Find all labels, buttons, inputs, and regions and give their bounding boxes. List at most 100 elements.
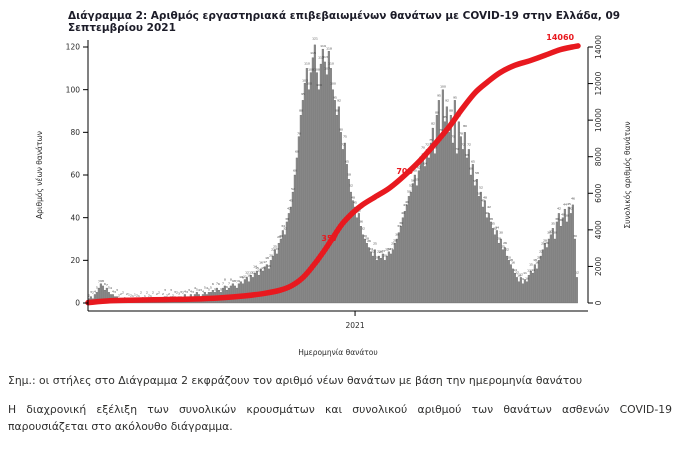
bar xyxy=(301,100,304,304)
bar-label: 30 xyxy=(553,231,557,235)
bar-label: 36 xyxy=(559,218,563,222)
bar-label: 70 xyxy=(421,145,425,149)
bar-label: 20 xyxy=(375,255,379,259)
right-tick-label: 8000 xyxy=(594,147,603,166)
bar-label: 88 xyxy=(435,110,439,114)
right-tick-label: 0 xyxy=(594,300,603,305)
bar xyxy=(327,51,330,304)
bar-label: 7 xyxy=(228,281,230,285)
bar-label: 112 xyxy=(318,56,324,60)
bar xyxy=(439,136,442,304)
bar xyxy=(309,72,312,304)
bar-label: 88 xyxy=(299,109,303,113)
bar-label: 115 xyxy=(310,51,316,55)
bar xyxy=(559,226,562,304)
bar-label: 5 xyxy=(96,286,98,290)
bar xyxy=(455,153,458,304)
bar xyxy=(369,251,372,304)
bar xyxy=(237,283,240,304)
bar-label: 92 xyxy=(337,98,341,102)
bar xyxy=(397,232,400,304)
bar xyxy=(523,279,526,304)
right-axis-title: Συνολικός αριθμός θανάτων xyxy=(623,121,632,228)
bar-label: 17 xyxy=(263,260,267,264)
bar-label: 14 xyxy=(513,268,517,272)
bar-label: 75 xyxy=(429,138,433,142)
bar xyxy=(257,275,260,304)
bar-label: 12 xyxy=(515,271,519,275)
bar-label: 95 xyxy=(333,95,337,99)
bar-label: 23 xyxy=(381,249,385,253)
bar-label: 22 xyxy=(505,248,509,252)
left-tick-label: 120 xyxy=(66,43,81,52)
bar-label: 1 xyxy=(138,294,140,298)
bar xyxy=(419,162,422,304)
cumulative-deaths-line xyxy=(85,43,581,306)
bar-label: 34 xyxy=(281,224,285,228)
bar xyxy=(495,230,498,304)
bar-label: 48 xyxy=(483,196,487,200)
bar xyxy=(437,100,440,304)
bar xyxy=(575,277,578,304)
bar xyxy=(499,238,502,304)
right-tick-label: 6000 xyxy=(594,184,603,203)
bar xyxy=(475,179,478,304)
bar-label: 5 xyxy=(214,287,216,291)
bar-label: 30 xyxy=(573,234,577,238)
x-tick-label: 2021 xyxy=(346,321,365,330)
bar-label: 20 xyxy=(383,254,387,258)
bar xyxy=(507,260,510,304)
bar-label: 24 xyxy=(387,247,391,251)
bar-label: 7 xyxy=(106,283,108,287)
bar xyxy=(265,264,268,304)
bar-label: 5 xyxy=(210,286,212,290)
bar-label: 6 xyxy=(218,282,220,286)
bar-label: 58 xyxy=(347,173,351,177)
tick-labels: 0204060801001200200040006000800010000120… xyxy=(66,35,603,330)
bar-label: 9 xyxy=(100,279,102,283)
bar-label: 2 xyxy=(146,290,148,294)
bar-label: 5 xyxy=(220,287,222,291)
bar xyxy=(543,243,546,304)
bar xyxy=(459,136,462,304)
bar-label: 13 xyxy=(527,269,531,273)
bar xyxy=(509,264,512,304)
bar-label: 72 xyxy=(467,143,471,147)
left-tick-label: 20 xyxy=(70,256,80,265)
bar-label: 80 xyxy=(339,127,343,131)
bar-label: 18 xyxy=(533,258,537,262)
bar-label: 10 xyxy=(239,275,243,279)
bar-label: 2 xyxy=(172,294,174,298)
bar-label: 25 xyxy=(273,245,277,249)
bar-label: 6 xyxy=(104,282,106,286)
bar-label: 15 xyxy=(261,266,265,270)
bar xyxy=(417,170,420,304)
bar xyxy=(433,153,436,304)
bar-label: 2 xyxy=(152,290,154,294)
bar-label: 30 xyxy=(279,234,283,238)
bar xyxy=(565,221,568,304)
bar-label: 95 xyxy=(301,92,305,96)
bar xyxy=(305,68,308,304)
bar xyxy=(353,206,356,304)
bar-label: 12 xyxy=(519,272,523,276)
bar xyxy=(399,226,402,304)
bar-label: 108 xyxy=(308,68,314,72)
bar xyxy=(519,277,522,304)
bar-label: 40 xyxy=(401,211,405,215)
bar-label: 46 xyxy=(405,200,409,204)
bar-label: 107 xyxy=(324,66,330,70)
bar-label: 42 xyxy=(487,205,491,209)
bar-label: 38 xyxy=(489,217,493,221)
x-axis-title: Ημερομηνία θανάτου xyxy=(298,348,378,357)
right-tick-label: 12000 xyxy=(594,71,603,95)
bar xyxy=(505,255,508,304)
bar-label: 45 xyxy=(481,199,485,203)
bar-label: 45 xyxy=(567,202,571,206)
bar xyxy=(319,63,322,304)
bar-label: 6 xyxy=(212,282,214,286)
bar xyxy=(249,275,252,304)
bar-label: 92 xyxy=(445,98,449,102)
bar xyxy=(533,264,536,304)
bar xyxy=(511,268,514,304)
